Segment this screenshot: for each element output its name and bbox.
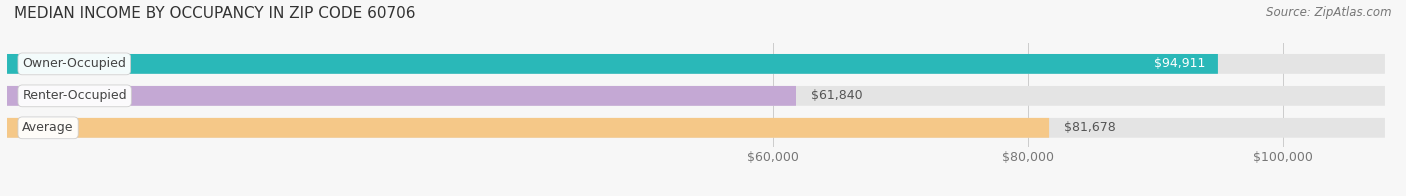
FancyBboxPatch shape [7,118,1049,138]
Text: $94,911: $94,911 [1154,57,1205,70]
Text: Average: Average [22,121,75,134]
Text: MEDIAN INCOME BY OCCUPANCY IN ZIP CODE 60706: MEDIAN INCOME BY OCCUPANCY IN ZIP CODE 6… [14,6,416,21]
Text: Source: ZipAtlas.com: Source: ZipAtlas.com [1267,6,1392,19]
Text: Renter-Occupied: Renter-Occupied [22,89,127,102]
Text: Owner-Occupied: Owner-Occupied [22,57,127,70]
FancyBboxPatch shape [7,54,1385,74]
FancyBboxPatch shape [7,86,796,106]
FancyBboxPatch shape [7,54,1218,74]
FancyBboxPatch shape [7,118,1385,138]
Text: $61,840: $61,840 [811,89,863,102]
FancyBboxPatch shape [7,86,1385,106]
Text: $81,678: $81,678 [1064,121,1116,134]
